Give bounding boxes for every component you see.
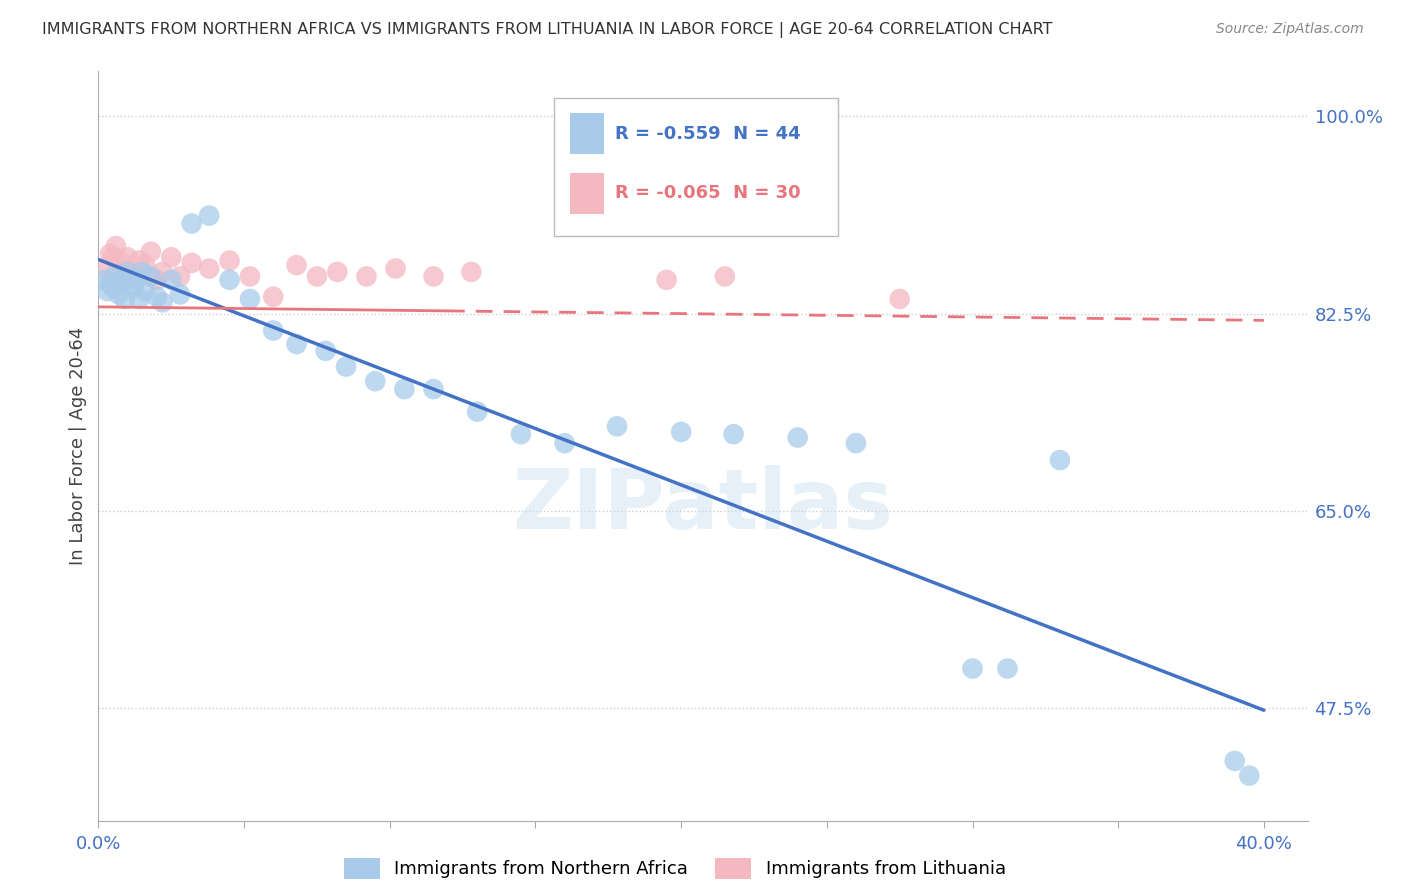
Point	[364, 374, 387, 388]
Point	[1049, 453, 1071, 467]
Point	[152, 295, 174, 310]
Point	[111, 273, 134, 287]
Point	[422, 269, 444, 284]
Point	[120, 273, 142, 287]
Point	[218, 273, 240, 287]
Point	[180, 217, 202, 231]
Point	[104, 239, 127, 253]
Point	[101, 250, 124, 264]
Point	[128, 292, 150, 306]
Point	[509, 427, 531, 442]
Point	[262, 290, 284, 304]
Point	[218, 253, 240, 268]
Text: Source: ZipAtlas.com: Source: ZipAtlas.com	[1216, 22, 1364, 37]
Text: R = -0.065  N = 30: R = -0.065 N = 30	[614, 185, 800, 202]
Point	[169, 269, 191, 284]
Point	[139, 244, 162, 259]
Y-axis label: In Labor Force | Age 20-64: In Labor Force | Age 20-64	[69, 326, 87, 566]
Point	[723, 427, 745, 442]
Point	[239, 269, 262, 284]
Point	[356, 269, 378, 284]
Point	[169, 287, 191, 301]
Point	[108, 287, 131, 301]
Point	[198, 261, 221, 276]
Point	[1239, 768, 1261, 782]
Point	[98, 247, 121, 261]
Point	[125, 273, 148, 287]
Point	[422, 382, 444, 396]
Point	[606, 419, 628, 434]
Point	[786, 431, 808, 445]
Point	[669, 425, 692, 439]
Point	[198, 209, 221, 223]
Text: R = -0.559  N = 44: R = -0.559 N = 44	[614, 125, 800, 143]
Point	[554, 436, 576, 450]
Point	[96, 284, 118, 298]
Point	[128, 253, 150, 268]
FancyBboxPatch shape	[554, 97, 838, 236]
Point	[117, 250, 139, 264]
Text: ZIPatlas: ZIPatlas	[513, 466, 893, 547]
Point	[134, 284, 156, 298]
Point	[145, 273, 167, 287]
Point	[114, 265, 136, 279]
Point	[160, 273, 183, 287]
Point	[117, 265, 139, 279]
Point	[139, 269, 162, 284]
Point	[997, 661, 1019, 675]
Point	[394, 382, 416, 396]
Point	[384, 261, 406, 276]
Point	[305, 269, 328, 284]
Point	[160, 250, 183, 264]
Point	[326, 265, 349, 279]
Bar	[569, 172, 603, 214]
Text: IMMIGRANTS FROM NORTHERN AFRICA VS IMMIGRANTS FROM LITHUANIA IN LABOR FORCE | AG: IMMIGRANTS FROM NORTHERN AFRICA VS IMMIG…	[42, 22, 1053, 38]
Point	[98, 276, 121, 290]
Point	[180, 256, 202, 270]
Legend: Immigrants from Northern Africa, Immigrants from Lithuania: Immigrants from Northern Africa, Immigra…	[344, 858, 1005, 879]
Point	[655, 273, 678, 287]
Point	[134, 258, 156, 272]
Point	[93, 261, 115, 276]
Point	[152, 265, 174, 279]
Point	[335, 359, 357, 374]
Point	[239, 292, 262, 306]
Point	[889, 292, 911, 306]
Bar	[569, 112, 603, 153]
Point	[465, 404, 488, 418]
Point	[262, 324, 284, 338]
Point	[1223, 754, 1246, 768]
Point	[145, 290, 167, 304]
Point	[111, 256, 134, 270]
Point	[122, 269, 145, 284]
Point	[114, 292, 136, 306]
Point	[285, 337, 308, 351]
Point	[122, 281, 145, 295]
Point	[131, 265, 153, 279]
Point	[285, 258, 308, 272]
Point	[101, 281, 124, 295]
Point	[104, 267, 127, 281]
Point	[460, 265, 482, 279]
Point	[845, 436, 868, 450]
Point	[714, 269, 737, 284]
Point	[93, 273, 115, 287]
Point	[962, 661, 984, 675]
Point	[315, 343, 337, 358]
